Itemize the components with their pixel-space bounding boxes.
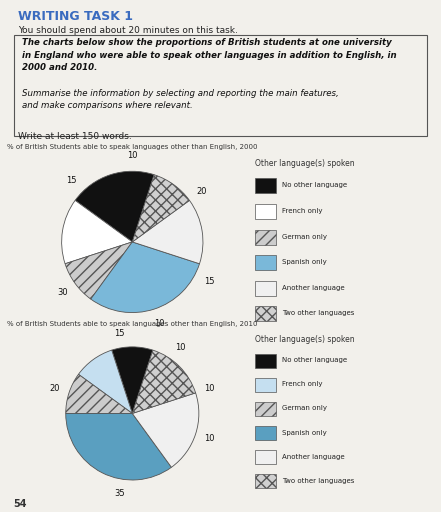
Text: Summarise the information by selecting and reporting the main features,
and make: Summarise the information by selecting a… — [22, 89, 339, 110]
Wedge shape — [62, 200, 132, 264]
Bar — [255, 450, 276, 464]
Bar — [255, 402, 276, 416]
Text: 20: 20 — [50, 384, 60, 393]
Text: German only: German only — [282, 233, 327, 240]
Bar — [14, 35, 427, 136]
Text: No other language: No other language — [282, 182, 347, 188]
Text: French only: French only — [282, 208, 322, 214]
Text: Spanish only: Spanish only — [282, 430, 326, 436]
Bar — [255, 474, 276, 488]
Text: Other language(s) spoken: Other language(s) spoken — [255, 335, 355, 344]
Text: 10: 10 — [204, 434, 215, 443]
Text: 15: 15 — [114, 329, 125, 338]
Wedge shape — [132, 200, 203, 264]
Text: 10: 10 — [127, 151, 138, 160]
Bar — [255, 178, 276, 194]
Text: 10: 10 — [175, 343, 185, 352]
Title: % of British Students able to speak languages other than English, 2010: % of British Students able to speak lang… — [7, 321, 258, 327]
Text: Spanish only: Spanish only — [282, 259, 326, 265]
Text: 54: 54 — [13, 499, 27, 509]
Bar — [255, 378, 276, 392]
Text: 35: 35 — [114, 489, 125, 498]
Text: French only: French only — [282, 381, 322, 387]
Wedge shape — [132, 393, 199, 467]
Wedge shape — [132, 350, 196, 414]
Text: 30: 30 — [57, 288, 68, 297]
Text: 15: 15 — [66, 177, 77, 185]
Text: Two other languages: Two other languages — [282, 478, 354, 484]
Text: 10: 10 — [153, 319, 164, 328]
Text: You should spend about 20 minutes on this task.: You should spend about 20 minutes on thi… — [18, 26, 238, 35]
Wedge shape — [65, 242, 132, 299]
Wedge shape — [66, 414, 172, 480]
Bar — [255, 281, 276, 296]
Bar — [255, 306, 276, 322]
Bar — [255, 353, 276, 368]
Text: 20: 20 — [197, 187, 207, 196]
Bar — [255, 255, 276, 270]
Text: Another language: Another language — [282, 285, 344, 291]
Wedge shape — [91, 242, 199, 312]
Wedge shape — [78, 350, 132, 414]
Text: The charts below show the proportions of British students at one university
in E: The charts below show the proportions of… — [22, 38, 396, 72]
Text: Other language(s) spoken: Other language(s) spoken — [255, 159, 355, 168]
Text: WRITING TASK 1: WRITING TASK 1 — [18, 10, 133, 23]
Text: 10: 10 — [204, 384, 215, 393]
Title: % of British Students able to speak languages other than English, 2000: % of British Students able to speak lang… — [7, 144, 258, 151]
Wedge shape — [132, 175, 190, 242]
Wedge shape — [66, 374, 132, 414]
Text: German only: German only — [282, 406, 327, 412]
Bar — [255, 204, 276, 219]
Text: Another language: Another language — [282, 454, 344, 460]
Text: Two other languages: Two other languages — [282, 310, 354, 316]
Text: 15: 15 — [204, 276, 214, 286]
Bar — [255, 426, 276, 440]
Text: No other language: No other language — [282, 357, 347, 363]
Text: Write at least 150 words.: Write at least 150 words. — [18, 132, 132, 141]
Bar — [255, 229, 276, 245]
Wedge shape — [112, 347, 153, 414]
Wedge shape — [75, 172, 154, 242]
